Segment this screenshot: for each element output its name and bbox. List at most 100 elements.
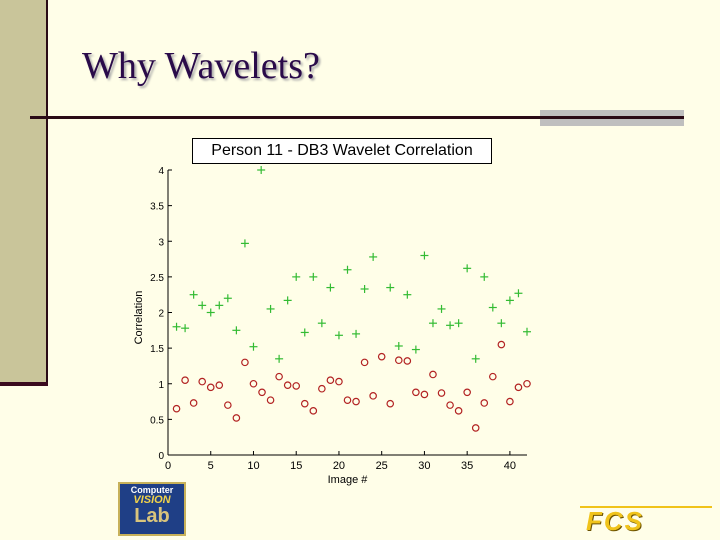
logo-line-1: Computer: [130, 485, 174, 495]
plus-point: [292, 272, 301, 281]
plus-point: [257, 166, 266, 174]
plus-point: [514, 289, 523, 298]
plus-point: [223, 294, 232, 303]
circle-point: [309, 407, 318, 415]
plus-point: [505, 296, 514, 305]
x-tick-label: 5: [208, 460, 214, 472]
plus-point: [198, 301, 207, 310]
circle-point: [523, 379, 531, 388]
circle-point: [506, 397, 514, 406]
circle-point: [326, 376, 335, 384]
y-tick-label: 0.5: [150, 415, 164, 426]
x-tick-label: 15: [290, 460, 302, 472]
circle-point: [249, 379, 258, 388]
fcs-logo: FCS: [586, 506, 644, 536]
plus-point: [411, 345, 420, 354]
circle-point: [206, 383, 215, 392]
circle-point: [232, 414, 241, 422]
plus-point: [386, 283, 395, 292]
y-tick-label: 3.5: [150, 202, 164, 213]
plus-point: [283, 296, 292, 305]
circle-point: [335, 377, 343, 386]
plus-point: [420, 251, 429, 260]
plus-point: [403, 290, 412, 299]
circle-point: [514, 383, 523, 392]
circle-point: [258, 388, 266, 397]
plus-point: [454, 319, 463, 328]
circle-point: [497, 340, 506, 349]
x-axis-label: Image #: [328, 474, 369, 486]
plus-point: [446, 321, 455, 330]
circle-point: [172, 404, 181, 413]
plus-point: [497, 319, 506, 328]
plus-point: [523, 327, 531, 336]
plus-point: [394, 341, 403, 350]
chart-marks: [172, 166, 531, 432]
plus-point: [275, 354, 284, 363]
circle-point: [471, 424, 480, 432]
plus-point: [181, 324, 190, 333]
plus-point: [352, 329, 361, 338]
plus-point: [326, 283, 335, 292]
plus-point: [309, 272, 318, 281]
circle-point: [369, 392, 377, 400]
plus-point: [232, 326, 241, 335]
circle-point: [181, 376, 189, 384]
circle-point: [241, 358, 249, 367]
x-tick-label: 20: [333, 460, 345, 472]
y-tick-label: 1: [158, 380, 164, 391]
x-tick-label: 25: [376, 460, 388, 472]
circle-point: [300, 399, 309, 408]
plus-point: [266, 304, 275, 313]
plus-point: [215, 301, 224, 310]
y-tick-label: 3: [158, 237, 164, 248]
x-tick-label: 40: [504, 460, 516, 472]
plus-point: [480, 272, 489, 281]
circle-point: [403, 357, 412, 365]
circle-point: [275, 372, 283, 381]
plus-point: [488, 303, 497, 312]
y-tick-label: 2.5: [150, 273, 164, 284]
chart-title: Person 11 - DB3 Wavelet Correlation: [192, 138, 492, 164]
circle-point: [420, 390, 429, 399]
fcs-logo-rule: [580, 506, 712, 508]
circle-point: [189, 399, 198, 407]
plus-point: [463, 264, 472, 273]
circle-point: [360, 358, 369, 367]
plus-point: [428, 319, 437, 328]
circle-point: [215, 381, 224, 389]
y-axis-label: Correlation: [133, 291, 145, 345]
circle-point: [283, 381, 292, 389]
title-rule-right: [540, 116, 684, 119]
plus-point: [360, 284, 369, 293]
circle-point: [292, 382, 301, 390]
x-tick-label: 0: [165, 460, 171, 472]
circle-point: [437, 389, 446, 397]
circle-point: [446, 401, 454, 409]
plus-point: [206, 308, 215, 317]
circle-point: [377, 352, 386, 361]
plus-point: [249, 342, 258, 351]
plus-point: [343, 265, 352, 274]
y-tick-label: 2: [158, 309, 164, 320]
plus-point: [369, 252, 378, 261]
y-tick-label: 1.5: [150, 344, 164, 355]
plus-point: [189, 290, 198, 299]
circle-point: [489, 372, 497, 381]
plus-point: [300, 328, 309, 337]
computer-vision-lab-logo: Computer VISION Lab: [118, 482, 186, 536]
left-accent-bar: [0, 0, 48, 382]
logo-line-2: VISION: [133, 494, 171, 506]
circle-point: [386, 399, 395, 408]
logo-line-3: Lab: [134, 505, 170, 527]
x-tick-label: 30: [418, 460, 430, 472]
circle-point: [412, 388, 420, 397]
circle-point: [318, 384, 326, 393]
left-accent-bar-foot: [0, 382, 48, 386]
circle-point: [352, 397, 360, 406]
circle-point: [429, 370, 437, 379]
title-rule: [30, 116, 540, 119]
circle-point: [343, 396, 352, 404]
